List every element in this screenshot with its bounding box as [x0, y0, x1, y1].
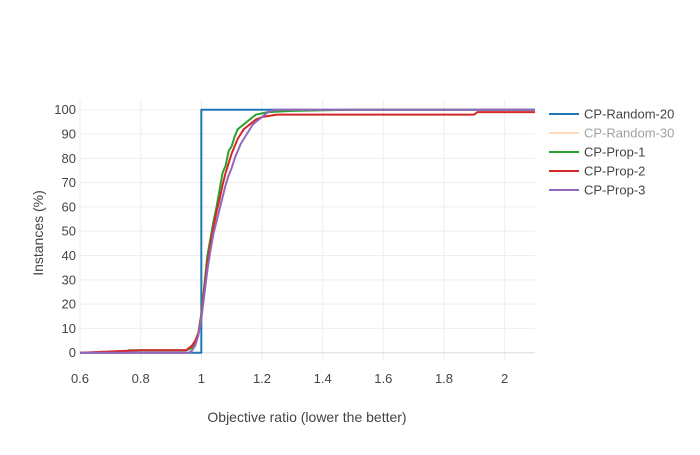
legend-label: CP-Prop-3: [584, 183, 645, 198]
legend: CP-Random-20 CP-Random-30 CP-Prop-1 CP-Prop…: [549, 107, 674, 198]
grid-layer: [79, 100, 535, 360]
legend-item-cp-random-20[interactable]: CP-Random-20: [549, 107, 674, 122]
series-line-cp-prop-3[interactable]: [80, 108, 535, 354]
legend-item-cp-prop-1[interactable]: CP-Prop-1: [549, 145, 645, 160]
x-tick-label: 1.4: [314, 371, 332, 386]
y-tick-label: 30: [62, 272, 76, 287]
y-tick-label: 50: [62, 224, 76, 239]
x-tick-label: 1.2: [253, 371, 271, 386]
y-tick-label: 60: [62, 199, 76, 214]
y-tick-label: 20: [62, 297, 76, 312]
x-axis: 0.6 0.8 1 1.2 1.4 1.6 1.8 2: [71, 371, 508, 386]
x-tick-label: 2: [501, 371, 508, 386]
legend-item-cp-prop-2[interactable]: CP-Prop-2: [549, 164, 645, 179]
x-tick-label: 0.6: [71, 371, 89, 386]
y-axis-label: Instances (%): [30, 190, 46, 276]
legend-item-cp-prop-3[interactable]: CP-Prop-3: [549, 183, 645, 198]
legend-item-cp-random-30[interactable]: CP-Random-30: [549, 126, 674, 141]
y-tick-label: 10: [62, 321, 76, 336]
x-tick-label: 0.8: [132, 371, 150, 386]
x-tick-label: 1.6: [374, 371, 392, 386]
x-tick-label: 1: [198, 371, 205, 386]
x-axis-label: Objective ratio (lower the better): [207, 409, 406, 425]
y-tick-label: 0: [69, 345, 76, 360]
legend-label: CP-Prop-2: [584, 164, 645, 179]
y-axis: 0 10 20 30 40 50 60 70 80 90 100: [54, 102, 76, 360]
y-tick-label: 70: [62, 175, 76, 190]
x-tick-label: 1.8: [435, 371, 453, 386]
y-tick-label: 40: [62, 248, 76, 263]
legend-label: CP-Prop-1: [584, 145, 645, 160]
plot-area: [80, 108, 535, 354]
y-tick-label: 90: [62, 127, 76, 142]
y-tick-label: 80: [62, 151, 76, 166]
y-tick-label: 100: [54, 102, 76, 117]
legend-label: CP-Random-20: [584, 107, 674, 122]
series-line-cp-prop-2[interactable]: [80, 111, 535, 354]
legend-label: CP-Random-30: [584, 126, 674, 141]
